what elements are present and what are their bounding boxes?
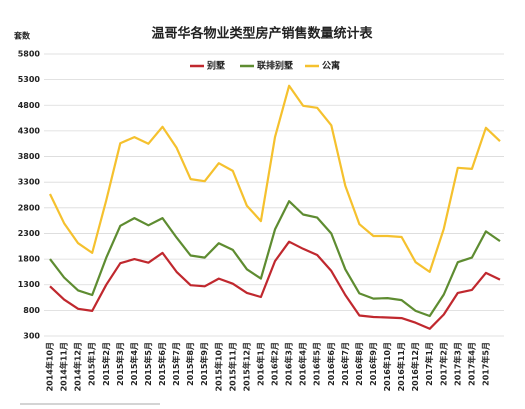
x-tick-label: 2015年9月 — [199, 342, 209, 386]
x-tick-label: 2017年4月 — [466, 342, 476, 386]
chart-title: 温哥华各物业类型房产销售数量统计表 — [151, 26, 373, 42]
x-tick-label: 2014年12月 — [73, 342, 83, 391]
y-tick-label: 300 — [23, 332, 40, 341]
series-line — [49, 240, 501, 330]
x-tick-label: 2015年7月 — [171, 342, 181, 386]
y-tick-label: 3300 — [18, 178, 41, 187]
x-tick-label: 2015年5月 — [143, 342, 153, 386]
series-line — [49, 84, 501, 273]
x-tick-label: 2014年10月 — [45, 342, 55, 391]
x-tick-label: 2015年3月 — [115, 342, 125, 386]
x-tick-label: 2015年4月 — [129, 342, 139, 386]
x-tick-label: 2015年11月 — [227, 342, 237, 391]
y-tick-label: 800 — [23, 306, 40, 315]
x-tick-label: 2015年1月 — [87, 342, 97, 386]
x-tick-label: 2015年2月 — [101, 342, 111, 386]
x-tick-label: 2016年8月 — [354, 342, 364, 386]
y-tick-label: 2800 — [18, 203, 41, 212]
x-tick-label: 2016年9月 — [368, 342, 378, 386]
x-tick-label: 2016年2月 — [270, 342, 280, 386]
y-tick-label: 5300 — [18, 75, 41, 84]
x-tick-label: 2015年6月 — [157, 342, 167, 386]
y-tick-label: 5800 — [18, 50, 41, 59]
x-tick-label: 2017年3月 — [452, 342, 462, 386]
x-tick-label: 2016年11月 — [396, 342, 406, 391]
x-tick-label: 2016年12月 — [410, 342, 420, 391]
y-tick-label: 4300 — [18, 126, 41, 135]
x-tick-label: 2016年4月 — [298, 342, 308, 386]
x-tick-label: 2016年1月 — [255, 342, 265, 386]
x-tick-label: 2015年12月 — [241, 342, 251, 391]
x-tick-label: 2017年5月 — [480, 342, 490, 386]
x-tick-label: 2017年1月 — [424, 342, 434, 386]
x-tick-label: 2015年8月 — [185, 342, 195, 386]
x-tick-label: 2017年2月 — [438, 342, 448, 386]
y-tick-label: 4800 — [18, 101, 41, 110]
y-tick-label: 3800 — [18, 152, 41, 161]
series-line — [49, 200, 501, 318]
y-tick-label: 1300 — [18, 280, 41, 289]
legend-label: 公寓 — [322, 60, 340, 72]
x-tick-label: 2016年7月 — [340, 342, 350, 386]
y-axis-label: 套数 — [13, 31, 31, 41]
x-tick-label: 2015年10月 — [213, 342, 223, 391]
y-tick-label: 1800 — [18, 255, 41, 264]
y-tick-label: 2300 — [18, 229, 41, 238]
x-tick-label: 2016年3月 — [284, 342, 294, 386]
legend-label: 别墅 — [206, 60, 225, 72]
x-tick-label: 2014年11月 — [59, 342, 69, 391]
x-tick-label: 2016年5月 — [312, 342, 322, 386]
x-tick-label: 2016年10月 — [382, 342, 392, 391]
x-tick-label: 2016年6月 — [326, 342, 336, 386]
legend-label: 联排别墅 — [257, 60, 293, 72]
